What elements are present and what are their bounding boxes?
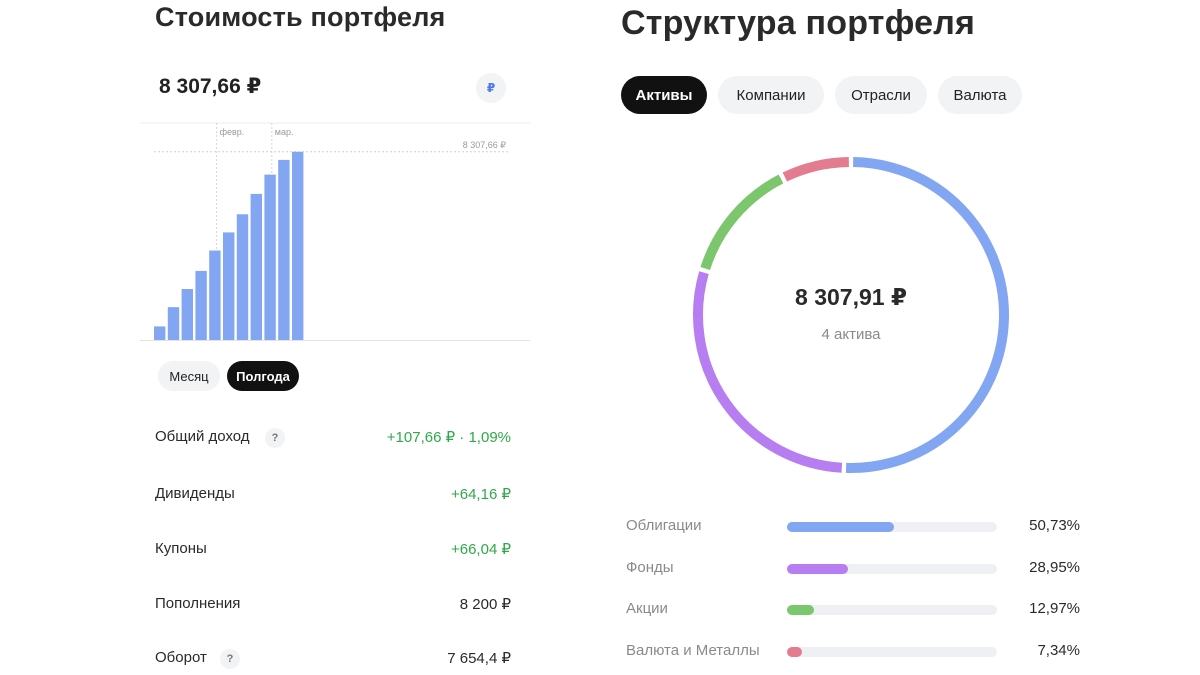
legend-percent: 7,34% [1037, 642, 1080, 659]
chart-bar [167, 307, 180, 340]
portfolio-structure-title: Структура портфеля [621, 4, 976, 42]
stat-row-dividends: Дивиденды +64,16 ₽ [155, 481, 511, 507]
donut-segment[interactable] [693, 271, 843, 473]
chart-bar [209, 250, 221, 340]
legend-label: Акции [626, 600, 668, 617]
chart-bar [264, 174, 276, 340]
period-half-year-button[interactable]: Полгода [227, 361, 299, 391]
tab-assets[interactable]: Активы [621, 76, 707, 114]
legend-progress-fill [787, 605, 815, 615]
portfolio-value-bar-chart: февр. мар. 8 307,66 ₽ [140, 122, 530, 341]
legend-label: Фонды [626, 559, 674, 576]
portfolio-value-amount: 8 307,66 ₽ [159, 75, 262, 98]
legend-progress-fill [787, 522, 894, 532]
legend-row-currency-metals: Валюта и Металлы 7,34% [626, 640, 1146, 664]
chart-bar [223, 232, 235, 340]
month-label: мар. [275, 127, 294, 137]
stat-value: +66,04 ₽ [450, 541, 511, 558]
chart-bar [250, 193, 262, 340]
tab-industries[interactable]: Отрасли [835, 76, 927, 114]
stat-label: Дивиденды [155, 485, 235, 502]
reference-line-label: 8 307,66 ₽ [463, 140, 507, 150]
stat-value: 8 200 ₽ [459, 596, 511, 613]
donut-segment[interactable] [845, 157, 1009, 473]
period-month-button[interactable]: Месяц [158, 361, 220, 391]
legend-progress-fill [787, 564, 848, 574]
legend-progress-track [787, 605, 997, 615]
legend-row-stocks: Акции 12,97% [626, 598, 1146, 622]
stat-label: Оборот [155, 649, 207, 666]
currency-toggle-button[interactable]: ₽ [476, 73, 506, 103]
tab-currency[interactable]: Валюта [938, 76, 1022, 114]
portfolio-value-panel: Стоимость портфеля 8 307,66 ₽ ₽ февр. мар… [0, 0, 560, 675]
chart-bar [195, 270, 207, 340]
legend-progress-track [787, 564, 997, 574]
chart-bar [181, 289, 193, 340]
tab-companies[interactable]: Компании [718, 76, 824, 114]
month-label: февр. [220, 127, 245, 137]
donut-segment[interactable] [782, 157, 850, 182]
chart-bar [292, 151, 304, 340]
stat-row-turnover: Оборот ? 7 654,4 ₽ [155, 645, 511, 671]
stat-label: Купоны [155, 540, 207, 557]
portfolio-value-title: Стоимость портфеля [155, 2, 446, 32]
stat-value: 7 654,4 ₽ [447, 650, 511, 667]
legend-label: Валюта и Металлы [626, 642, 760, 659]
help-icon[interactable]: ? [265, 428, 285, 448]
legend-label: Облигации [626, 517, 702, 534]
allocation-donut-chart [693, 157, 1009, 473]
help-icon[interactable]: ? [220, 649, 240, 669]
chart-bar [236, 214, 249, 340]
donut-segment[interactable] [700, 174, 784, 271]
stat-label: Пополнения [155, 595, 241, 612]
legend-percent: 50,73% [1029, 517, 1080, 534]
legend-row-bonds: Облигации 50,73% [626, 515, 1146, 539]
donut-asset-count: 4 актива [821, 326, 881, 343]
legend-row-funds: Фонды 28,95% [626, 557, 1146, 581]
stat-row-coupons: Купоны +66,04 ₽ [155, 536, 511, 562]
legend-progress-track [787, 647, 997, 657]
legend-progress-fill [787, 647, 803, 657]
portfolio-structure-panel: Структура портфеля Активы Компании Отрас… [560, 0, 1200, 675]
legend-progress-track [787, 522, 997, 532]
stat-row-total-income: Общий доход ? +107,66 ₽ · 1,09% [155, 424, 511, 450]
stat-value: +64,16 ₽ [450, 486, 511, 503]
donut-total-value: 8 307,91 ₽ [795, 284, 907, 310]
legend-percent: 12,97% [1029, 600, 1080, 617]
stat-label: Общий доход [155, 428, 250, 445]
legend-percent: 28,95% [1029, 559, 1080, 576]
chart-bar [154, 326, 166, 340]
stat-value: +107,66 ₽ · 1,09% [386, 429, 511, 446]
stat-row-deposits: Пополнения 8 200 ₽ [155, 591, 511, 617]
chart-bar [278, 159, 290, 340]
ruble-icon: ₽ [486, 81, 496, 95]
